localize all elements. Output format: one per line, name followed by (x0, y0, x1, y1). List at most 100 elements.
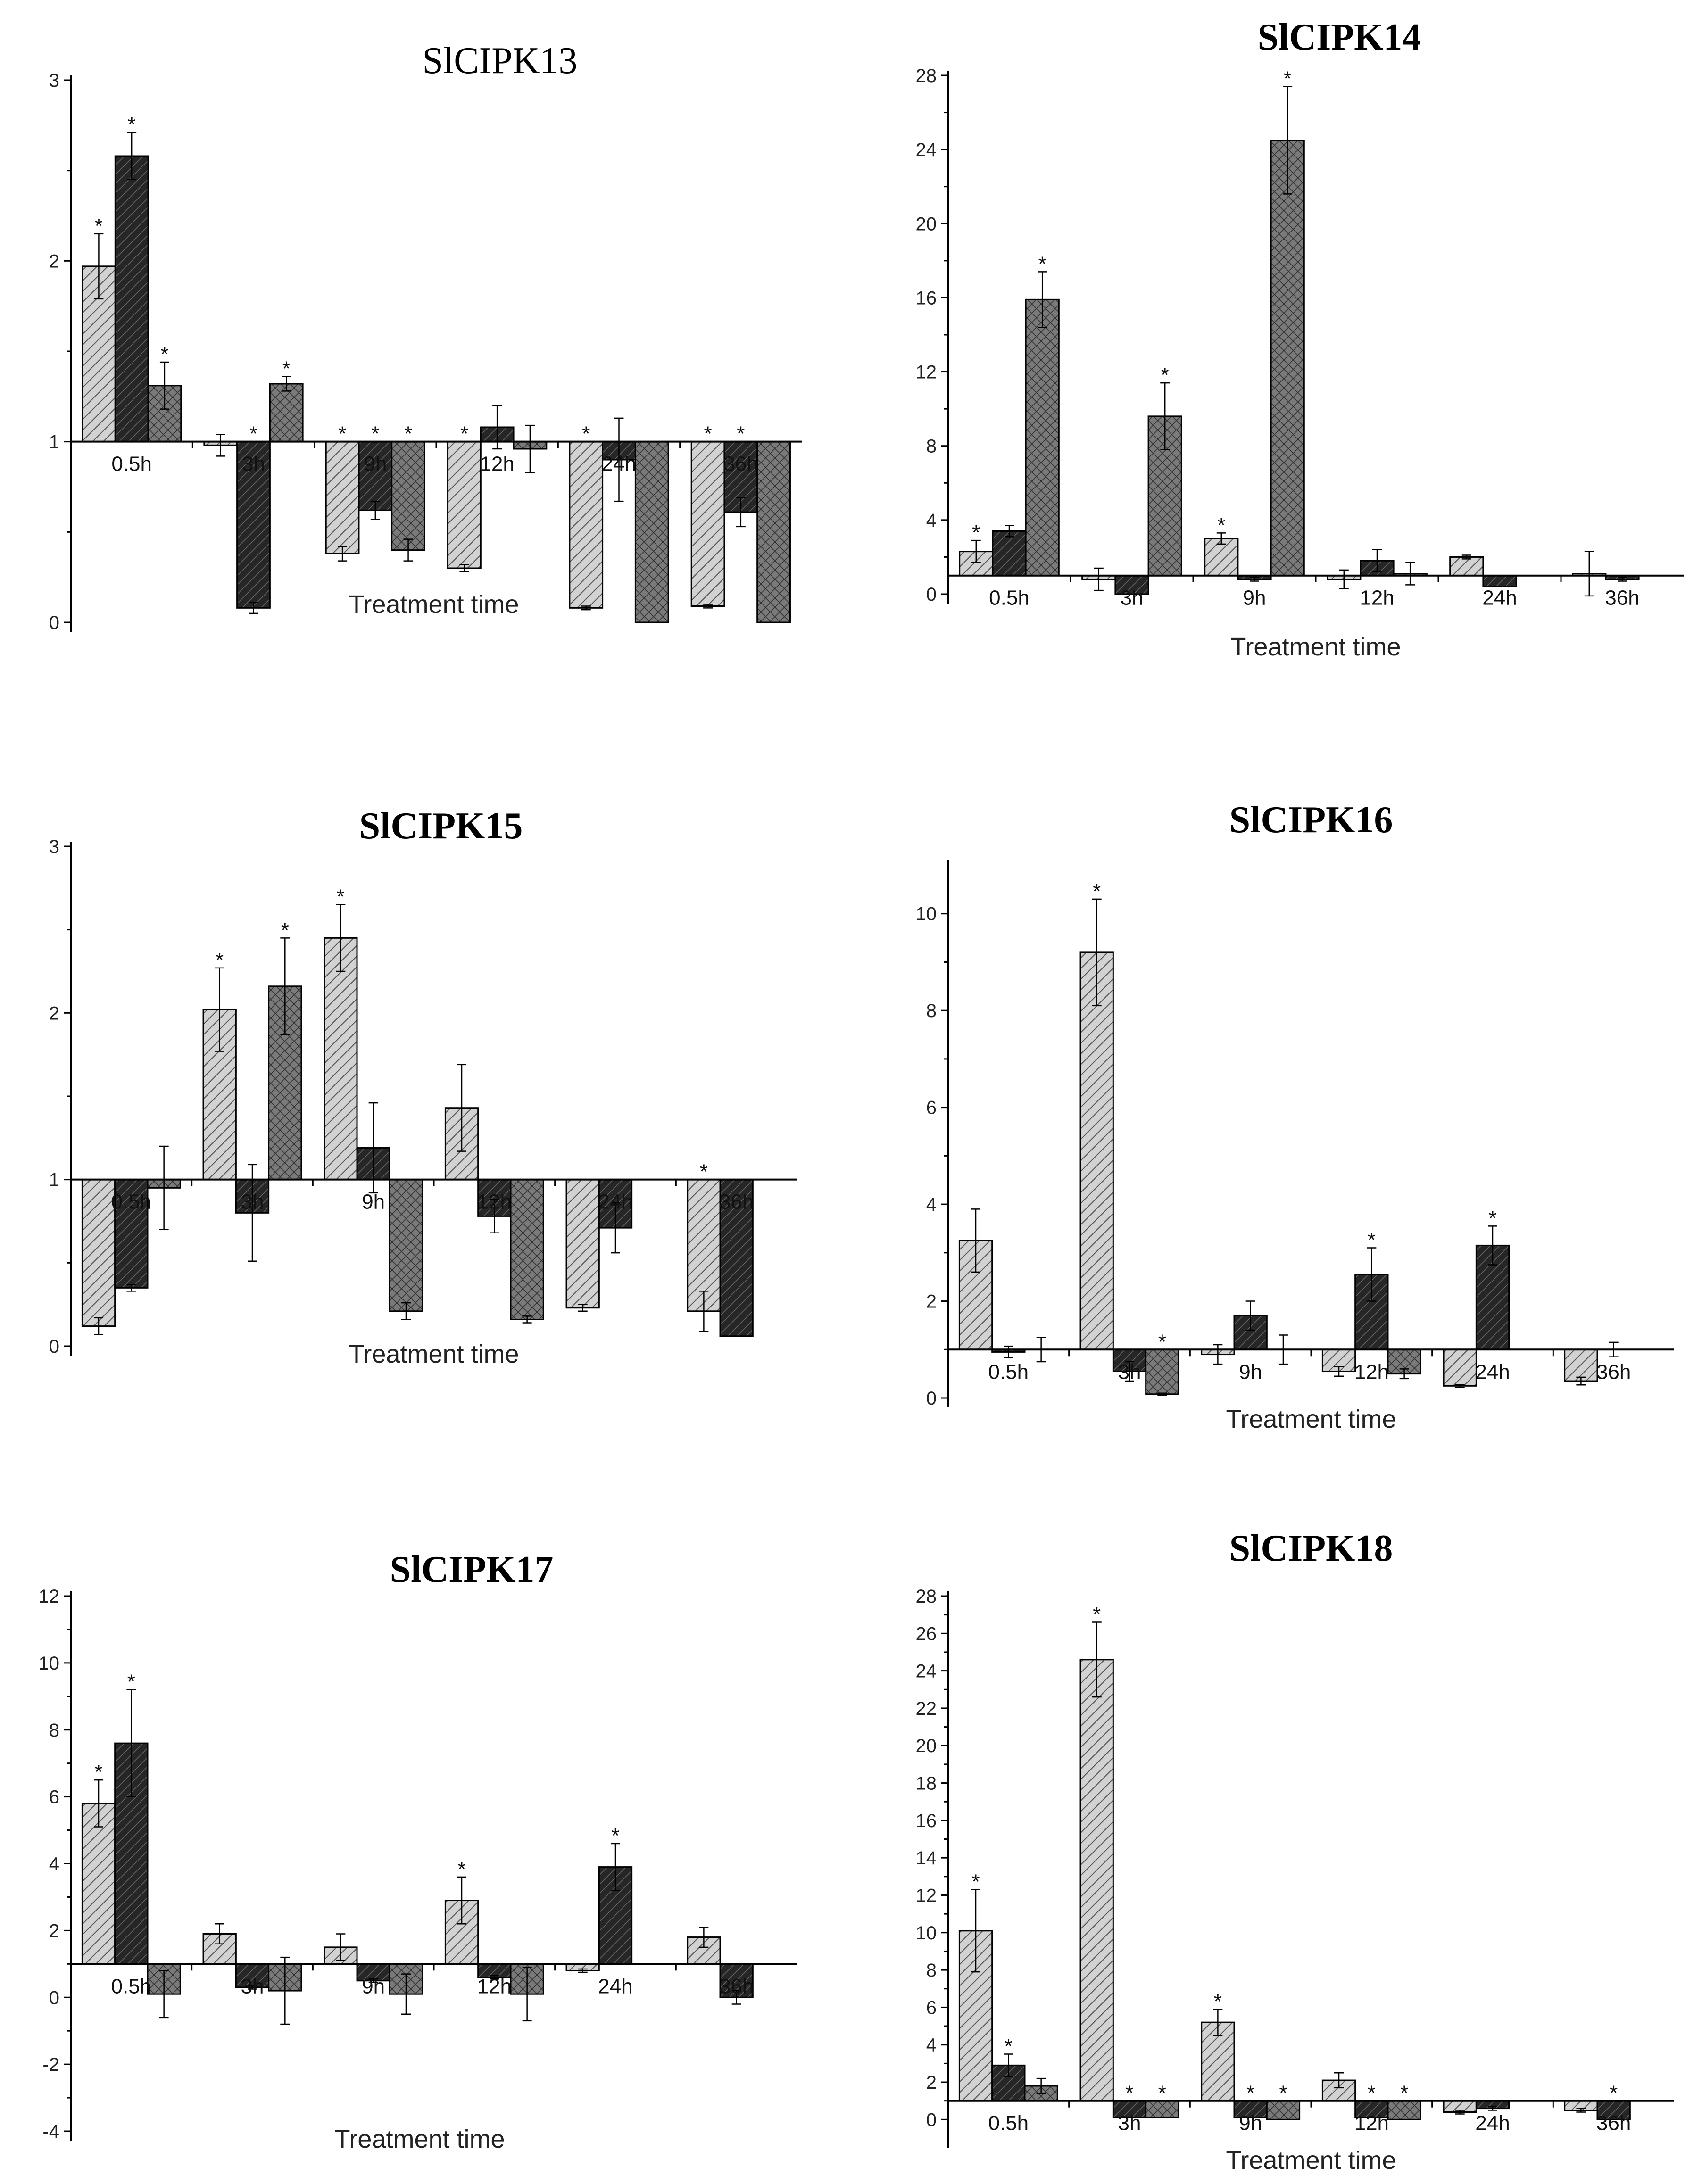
x-category-label: 0.5h (111, 1191, 152, 1214)
y-tick-label: 10 (916, 1923, 937, 1944)
bar-series-3 (1145, 1348, 1179, 1395)
y-tick-label: 6 (49, 1787, 59, 1808)
significance-star: * (249, 422, 257, 446)
significance-star: * (128, 113, 136, 136)
x-category-label: 0.5h (988, 1360, 1029, 1383)
y-tick-label: 2 (49, 1920, 59, 1941)
x-category-label: 3h (241, 1191, 264, 1214)
y-tick-label: 6 (926, 1997, 937, 2018)
panel-title: SlCIPK14 (1258, 17, 1421, 58)
bar-series-2 (235, 1963, 270, 1988)
significance-star: * (582, 422, 590, 446)
significance-star: * (457, 1858, 465, 1881)
x-category-label: 0.5h (111, 1975, 152, 1998)
bar-series-3 (634, 441, 669, 623)
x-category-label: 24h (1482, 587, 1517, 610)
x-category-label: 0.5h (989, 587, 1030, 610)
significance-star: * (160, 343, 168, 366)
x-category-label: 24h (1475, 1360, 1510, 1383)
y-tick-label: 14 (916, 1848, 937, 1869)
y-tick-label: -2 (42, 2054, 59, 2075)
bar-series-1 (325, 441, 360, 554)
significance-star: * (216, 949, 224, 972)
significance-star: * (404, 422, 412, 446)
y-tick-label: 8 (926, 436, 937, 457)
bar-series-1 (690, 441, 725, 607)
bar-series-1 (81, 1179, 116, 1327)
y-tick-label: 0 (926, 1388, 937, 1409)
panel-slcipk16: SlCIPK16 Treatment time 0 2 4 6 8 10 0.5h * * 3h 9… (916, 799, 1674, 1433)
significance-star: * (1125, 2082, 1133, 2105)
significance-star: * (1368, 1229, 1376, 1252)
bar-series-3 (1270, 140, 1305, 577)
x-category-label: 36h (723, 453, 758, 476)
bar-series-1 (1079, 1659, 1114, 2102)
bar-series-2 (114, 155, 149, 443)
y-tick-label: 24 (916, 140, 937, 160)
y-tick-label: 1 (49, 1170, 59, 1191)
y-tick-label: 12 (916, 362, 937, 383)
bar-series-3 (391, 441, 425, 551)
x-category-label: 12h (480, 453, 514, 476)
bar-series-2 (719, 1179, 754, 1337)
x-axis-title: Treatment time (349, 1340, 519, 1368)
y-tick-label: 4 (49, 1854, 59, 1875)
x-category-label: 9h (1243, 587, 1266, 610)
y-tick-label: 4 (926, 510, 937, 531)
bar-series-3 (756, 441, 791, 623)
x-category-label: 3h (1118, 2112, 1141, 2135)
significance-star: * (460, 422, 468, 446)
x-category-label: 24h (602, 453, 636, 476)
bar-series-2 (1233, 2100, 1268, 2118)
y-tick-label: 2 (49, 1003, 59, 1024)
bar-series-2 (358, 441, 393, 511)
significance-star: * (1214, 1990, 1222, 2013)
panel-title: SlCIPK17 (390, 1549, 554, 1590)
x-category-label: 12h (1360, 587, 1394, 610)
y-tick-label: 1 (49, 432, 59, 453)
y-tick-label: 8 (49, 1720, 59, 1741)
significance-star: * (700, 1160, 708, 1183)
y-tick-label: 10 (916, 904, 937, 925)
y-tick-label: 16 (916, 1811, 937, 1831)
bar-series-2 (1596, 2100, 1631, 2120)
significance-star: * (1400, 2082, 1408, 2105)
x-category-label: 36h (1605, 587, 1639, 610)
x-axis-title: Treatment time (334, 2125, 505, 2153)
x-category-label: 36h (1596, 2112, 1631, 2135)
significance-star: * (737, 422, 745, 446)
x-axis-title: Treatment time (349, 590, 519, 619)
bar-series-3 (510, 1179, 544, 1320)
y-tick-label: 0 (49, 1987, 59, 2008)
y-tick-label: 26 (916, 1623, 937, 1644)
y-tick-label: 28 (916, 66, 937, 86)
bar-series-1 (569, 441, 604, 609)
significance-star: * (1488, 1207, 1496, 1230)
significance-star: * (281, 918, 289, 942)
panel-slcipk13: SlCIPK13 Treatment time 0 1 2 3 * * * 0.5h * * 3h *… (49, 40, 802, 633)
significance-star: * (1158, 1330, 1166, 1353)
y-tick-label: 22 (916, 1698, 937, 1719)
significance-star: * (337, 885, 345, 909)
y-tick-label: 2 (926, 2072, 937, 2093)
panel-title: SlCIPK16 (1229, 799, 1393, 841)
x-category-label: 12h (477, 1191, 512, 1214)
y-tick-label: 12 (39, 1586, 60, 1607)
x-category-label: 36h (719, 1191, 754, 1214)
significance-star: * (1005, 2035, 1013, 2058)
significance-star: * (704, 422, 712, 446)
x-category-label: 9h (1239, 1360, 1262, 1383)
significance-star: * (1368, 2082, 1376, 2105)
significance-star: * (1093, 1603, 1101, 1626)
bar-series-2 (236, 441, 271, 609)
x-category-label: 12h (1354, 2112, 1389, 2135)
y-tick-label: 3 (49, 836, 59, 857)
y-tick-label: 4 (926, 2035, 937, 2056)
bar-series-1 (1443, 1348, 1477, 1387)
significance-star: * (611, 1824, 619, 1847)
x-category-label: 12h (477, 1975, 512, 1998)
x-category-label: 0.5h (988, 2112, 1029, 2135)
x-category-label: 3h (241, 1975, 264, 1998)
y-tick-label: 0 (49, 1336, 59, 1357)
x-category-label: 24h (598, 1975, 632, 1998)
